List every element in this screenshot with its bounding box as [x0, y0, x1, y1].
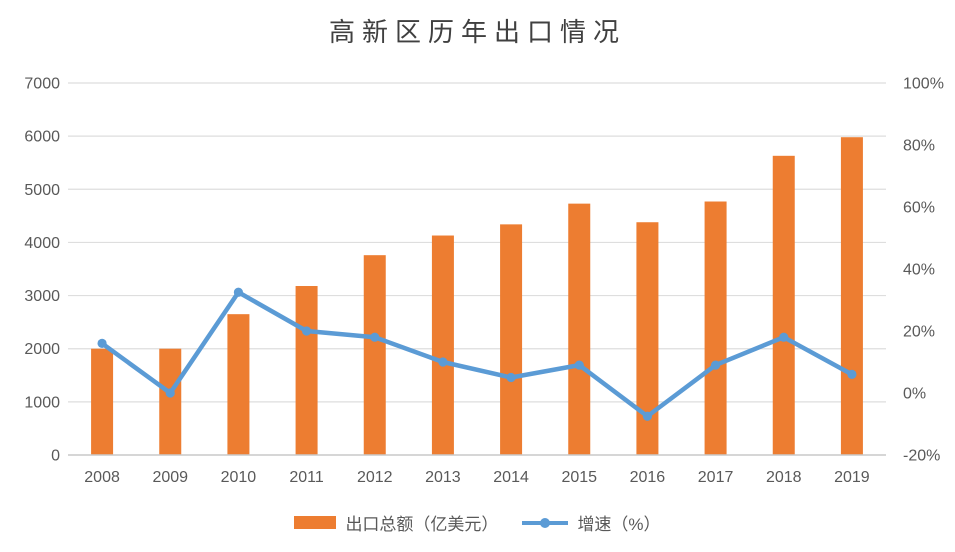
legend-label-exports: 出口总额（亿美元）: [345, 515, 499, 534]
growth-point-2008[interactable]: [97, 338, 107, 348]
x-axis-label: 2008: [84, 469, 120, 486]
line-series-swatch-icon: [522, 517, 569, 528]
growth-point-2014[interactable]: [506, 372, 516, 383]
chart-legend: 出口总额（亿美元） 增速（%）: [0, 510, 955, 535]
x-axis-label: 2011: [289, 469, 324, 486]
x-axis-label: 2014: [493, 469, 529, 486]
left-axis-tick: 4000: [24, 235, 60, 252]
bar-2019[interactable]: [840, 137, 863, 455]
legend-item-exports[interactable]: 出口总额（亿美元）: [294, 510, 498, 535]
line-marker-icon: [540, 517, 551, 528]
left-axis-tick: 5000: [24, 182, 60, 199]
legend-label-growth: 增速（%）: [577, 515, 661, 534]
bar-2017[interactable]: [704, 201, 727, 455]
left-axis-tick: 0: [51, 448, 60, 465]
left-axis-tick: 7000: [24, 76, 60, 93]
growth-point-2019[interactable]: [847, 369, 857, 379]
x-axis-label: 2016: [630, 469, 666, 486]
right-axis-tick: 100%: [903, 76, 944, 93]
bar-2010[interactable]: [227, 314, 250, 455]
bar-2013[interactable]: [431, 235, 454, 455]
bar-2018[interactable]: [772, 155, 795, 455]
x-axis-label: 2019: [834, 469, 870, 486]
left-axis-tick: 1000: [24, 394, 60, 411]
bar-2008[interactable]: [91, 348, 114, 455]
left-axis-tick: 3000: [24, 288, 60, 305]
growth-line[interactable]: [99, 290, 855, 419]
growth-point-2009[interactable]: [165, 388, 175, 398]
right-axis-tick: 40%: [903, 262, 935, 279]
bar-2011[interactable]: [295, 286, 318, 455]
bar-2015[interactable]: [568, 203, 591, 455]
chart-canvas: 0 1000 2000 3000 4000 5000 6000 7000 -20% 0% 20% 40…: [24, 76, 944, 487]
bar-series-swatch-icon: [294, 516, 337, 529]
chart-title[interactable]: 高新区历年出口情况: [328, 18, 626, 47]
x-axis-label: 2013: [425, 469, 461, 486]
left-axis-tick: 6000: [24, 129, 60, 146]
right-axis-tick: 0%: [903, 386, 926, 403]
growth-point-2011[interactable]: [301, 326, 312, 336]
x-axis-label: 2015: [561, 469, 597, 486]
right-axis-tick: -20%: [903, 448, 940, 465]
growth-point-2015[interactable]: [574, 360, 584, 370]
bar-2016[interactable]: [636, 222, 659, 455]
x-axis-label: 2017: [698, 469, 734, 486]
growth-point-2016[interactable]: [642, 411, 653, 421]
growth-point-2010[interactable]: [233, 287, 244, 297]
right-axis-tick: 80%: [903, 138, 935, 155]
growth-point-2013[interactable]: [438, 357, 448, 367]
x-axis-label: 2010: [221, 469, 257, 486]
bar-2009[interactable]: [159, 348, 182, 455]
left-axis-tick: 2000: [24, 341, 60, 358]
right-axis-tick: 60%: [903, 200, 935, 217]
right-axis-tick: 20%: [903, 324, 935, 341]
growth-point-2012[interactable]: [370, 332, 380, 342]
growth-point-2018[interactable]: [779, 332, 789, 342]
bar-2014[interactable]: [500, 224, 523, 455]
legend-item-growth[interactable]: 增速（%）: [522, 510, 661, 535]
x-axis-label: 2009: [152, 469, 188, 486]
x-axis-label: 2018: [766, 469, 802, 486]
bar-2012[interactable]: [363, 255, 386, 455]
x-axis-label: 2012: [357, 469, 393, 486]
growth-point-2017[interactable]: [710, 360, 721, 370]
